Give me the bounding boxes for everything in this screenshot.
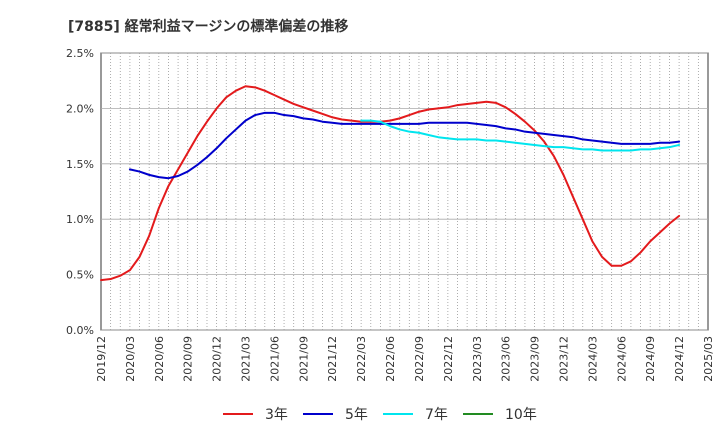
y-tick-label: 2.5% [66,47,94,60]
y-tick-label: 2.0% [66,102,94,115]
legend-label-4: 10年 [505,407,537,423]
series-line-1 [100,85,681,282]
legend-label-3: 7年 [425,407,448,423]
x-tick-label: 2022/12 [442,336,455,382]
legend-label-2: 5年 [345,407,368,423]
y-tick-label: 0.0% [66,324,94,337]
x-tick-label: 2024/09 [644,336,657,382]
x-tick-label: 2021/03 [240,336,253,382]
x-tick-label: 2023/03 [471,336,484,382]
series-lines [100,85,681,282]
chart-title: [7885] 経常利益マージンの標準偏差の推移 [68,18,348,35]
x-tick-label: 2022/06 [384,336,397,382]
x-tick-label: 2021/09 [297,336,310,382]
x-tick-label: 2020/09 [182,336,195,382]
x-tick-label: 2021/06 [268,336,281,382]
x-tick-label: 2023/12 [557,336,570,382]
grid-lines [101,52,708,331]
series-line-3 [360,119,681,152]
y-tick-label: 1.0% [66,213,94,226]
x-tick-label: 2024/12 [673,336,686,382]
y-tick-label: 0.5% [66,269,94,282]
x-tick-label: 2024/03 [586,336,599,382]
x-tick-label: 2020/06 [153,336,166,382]
x-tick-label: 2023/09 [529,336,542,382]
plot-area [100,52,709,331]
x-tick-label: 2019/12 [95,336,108,382]
x-tick-label: 2025/03 [702,336,715,382]
x-tick-label: 2022/03 [355,336,368,382]
x-tick-label: 2022/09 [413,336,426,382]
x-tick-label: 2021/12 [326,336,339,382]
legend-label-1: 3年 [265,407,288,423]
y-tick-label: 1.5% [66,158,94,171]
x-tick-label: 2020/12 [211,336,224,382]
x-tick-label: 2023/06 [500,336,513,382]
legend: 3年 5年 7年 10年 [223,407,537,423]
x-tick-label: 2024/06 [615,336,628,382]
x-tick-label: 2020/03 [124,336,137,382]
axis-labels: 0.0% 0.5% 1.0% 1.5% 2.0% 2.5% 2019/12 2020/03 20… [66,47,715,382]
series-line-2 [128,111,681,180]
